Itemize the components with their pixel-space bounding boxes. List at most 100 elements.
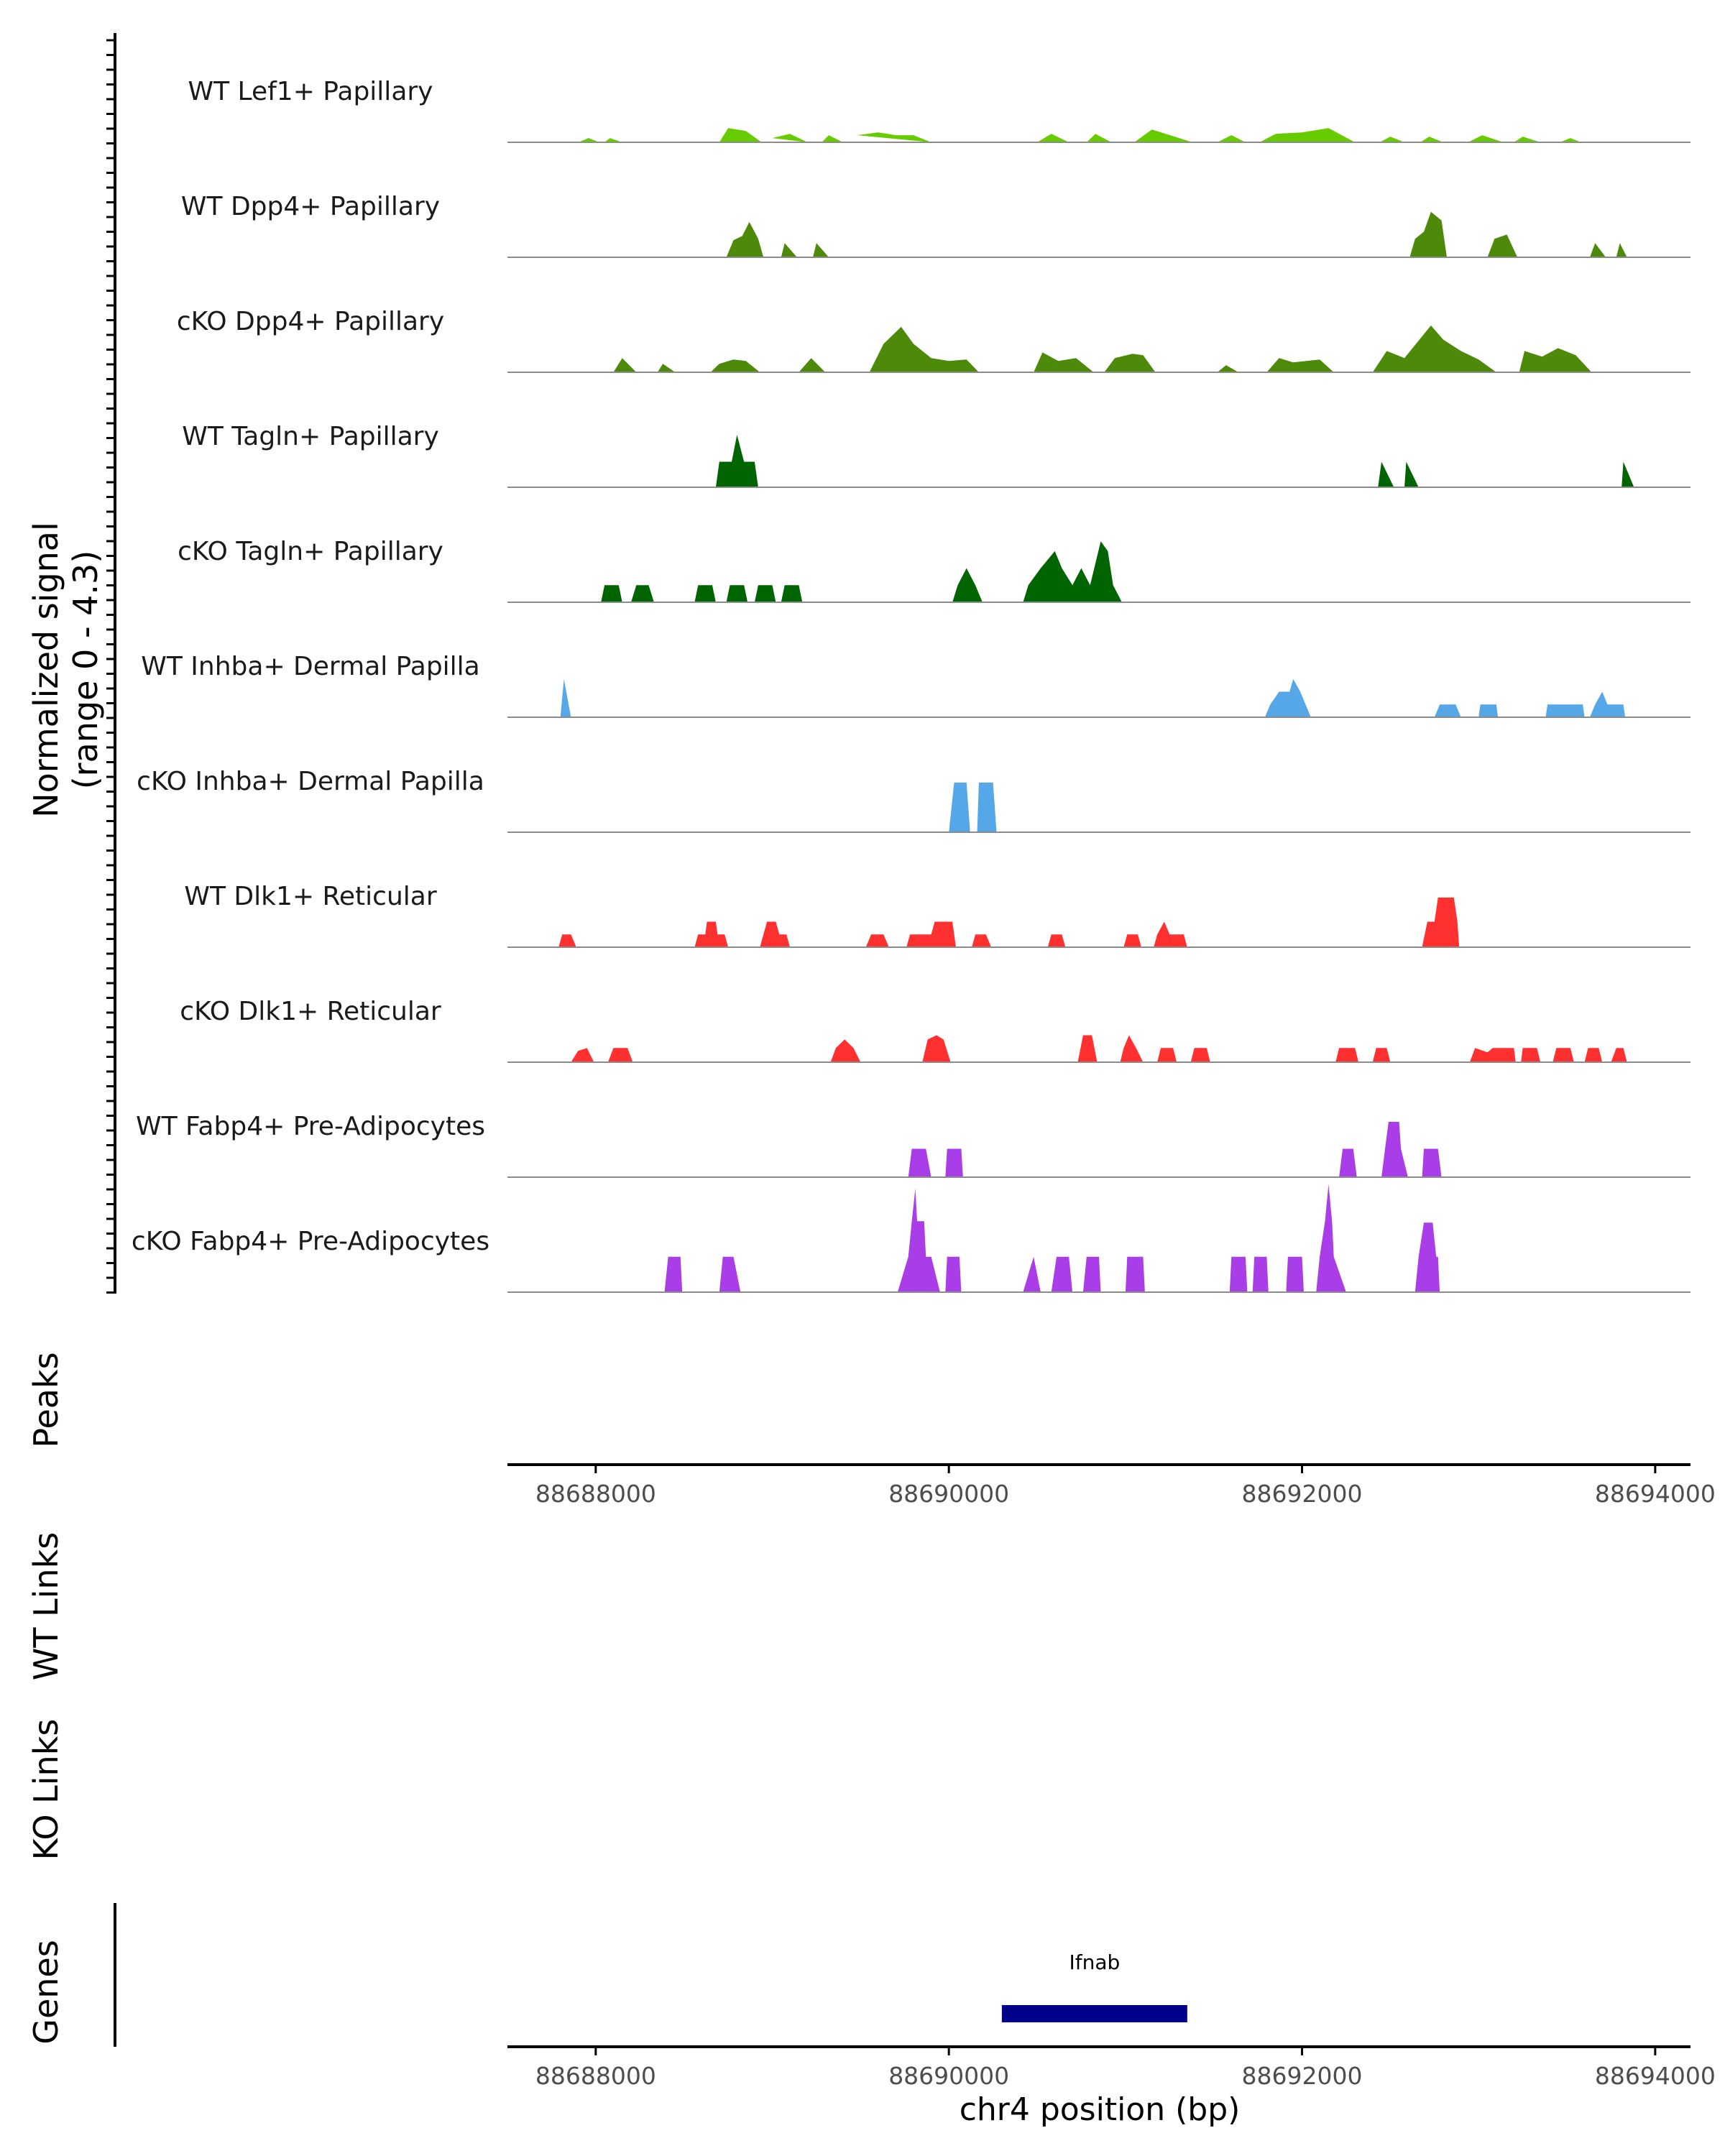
ko-links-panel-title: KO Links [27, 1719, 65, 1861]
coverage-peak [1264, 678, 1311, 717]
coverage-peak [1379, 137, 1404, 142]
coverage-peak [719, 128, 762, 142]
coverage-peak [1478, 704, 1499, 717]
coverage-peak [1120, 1035, 1144, 1062]
coverage-peak [857, 132, 932, 142]
coverage-peak [1434, 704, 1461, 717]
track: WT Inhba+ Dermal Papilla [141, 652, 1690, 718]
coverage-peak [754, 585, 776, 602]
x-tick-label: 88692000 [1242, 1480, 1363, 1508]
y-axis-title: Normalized signal [27, 522, 65, 818]
peaks-panel-title: Peaks [27, 1352, 65, 1447]
coverage-peak [601, 585, 622, 602]
coverage-peak [608, 1048, 633, 1062]
coverage-peak [1125, 1256, 1145, 1292]
x-tick-label: 88688000 [535, 2062, 656, 2090]
coverage-peak [799, 358, 826, 372]
coverage-peak [1378, 461, 1394, 487]
coverage-peak [1552, 1048, 1574, 1062]
coverage-peak [760, 921, 791, 947]
coverage-peak [560, 678, 571, 717]
coverage-peak [1034, 352, 1094, 372]
coverage-peak [897, 1188, 940, 1292]
coverage-peak [1487, 234, 1518, 257]
coverage-peak [1545, 704, 1585, 717]
track: WT Tagln+ Papillary [182, 422, 1690, 488]
track: cKO Tagln+ Papillary [178, 537, 1690, 603]
coverage-peak [1316, 1184, 1346, 1292]
coverage-peak [945, 1148, 963, 1177]
coverage-peak [1584, 1048, 1603, 1062]
track: cKO Dpp4+ Papillary [177, 307, 1690, 373]
coverage-peak [1590, 691, 1626, 717]
coverage-peak [1409, 211, 1447, 257]
track: WT Dlk1+ Reticular [184, 882, 1690, 948]
coverage-peak [1123, 934, 1141, 947]
coverage-peak [1286, 1256, 1304, 1292]
coverage-peak [1622, 461, 1634, 487]
coverage-peak [1037, 134, 1070, 142]
coverage-peak [781, 243, 797, 257]
coverage-peak [1217, 365, 1239, 372]
gene-label: Ifnab [1069, 1950, 1120, 1974]
coverage-peak [1372, 1048, 1391, 1062]
coverage-peak [1521, 1048, 1541, 1062]
coverage-peak [1082, 1256, 1101, 1292]
track: cKO Inhba+ Dermal Papilla [137, 767, 1690, 833]
coverage-peak [726, 585, 748, 602]
coverage-peak [1469, 1048, 1516, 1062]
x-tick-label: 88692000 [1242, 2062, 1363, 2090]
coverage-peak [1468, 135, 1504, 142]
coverage-peak [869, 326, 979, 372]
coverage-peak [952, 568, 983, 602]
coverage-peak [1086, 134, 1112, 142]
coverage-peak [1422, 1148, 1442, 1177]
track-label: WT Tagln+ Papillary [182, 422, 439, 451]
coverage-peak [1420, 137, 1444, 142]
coverage-peak [1252, 1256, 1269, 1292]
track: WT Fabp4+ Pre-Adipocytes [136, 1112, 1690, 1178]
coverage-peak [1381, 1122, 1408, 1177]
coverage-peak [664, 1256, 683, 1292]
track-label: cKO Inhba+ Dermal Papilla [137, 767, 484, 796]
peaks-x-axis: 88688000 88690000 88692000 88694000 [507, 1463, 1716, 1508]
track: cKO Fabp4+ Pre-Adipocytes [132, 1184, 1690, 1293]
coverage-peak [822, 135, 843, 142]
track-label: cKO Dpp4+ Papillary [177, 307, 444, 336]
gene-body [1001, 2005, 1187, 2022]
coverage-peak [613, 358, 637, 372]
coverage-tracks: WT Lef1+ Papillary WT Dpp4+ Papillary cKO … [132, 77, 1690, 1293]
track-label: WT Fabp4+ Pre-Adipocytes [136, 1112, 485, 1141]
coverage-peak [1339, 1148, 1357, 1177]
gene-annotations: Ifnab [1001, 1950, 1187, 2022]
coverage-peak [945, 1256, 962, 1292]
coverage-peak [1611, 1048, 1627, 1062]
track-label: WT Dlk1+ Reticular [184, 882, 436, 911]
coverage-peak [1077, 1035, 1098, 1062]
track-label: cKO Tagln+ Papillary [178, 537, 443, 566]
coverage-peak [694, 921, 729, 947]
coverage-peak [631, 585, 654, 602]
x-tick-label: 88690000 [888, 1480, 1009, 1508]
coverage-peak [1023, 541, 1122, 602]
coverage-peak [830, 1039, 861, 1062]
coverage-peak [1422, 897, 1460, 947]
x-axis-title: chr4 position (bp) [960, 2091, 1241, 2128]
coverage-peak [1157, 1048, 1177, 1062]
coverage-peak [977, 782, 997, 832]
coverage-peak [719, 1256, 741, 1292]
coverage-peak [1560, 138, 1581, 142]
coverage-peak [813, 243, 829, 257]
track-label: WT Dpp4+ Papillary [181, 192, 440, 221]
coverage-peak [1154, 921, 1187, 947]
x-tick-label: 88694000 [1595, 2062, 1716, 2090]
coverage-peak [922, 1035, 951, 1062]
coverage-peak [1104, 354, 1156, 372]
genes-panel-title: Genes [27, 1940, 65, 2044]
coverage-peak [1051, 1256, 1073, 1292]
coverage-peak [1519, 348, 1592, 372]
coverage-peak [1023, 1256, 1041, 1292]
coverage-peak [949, 782, 970, 832]
track: WT Dpp4+ Papillary [181, 192, 1690, 258]
